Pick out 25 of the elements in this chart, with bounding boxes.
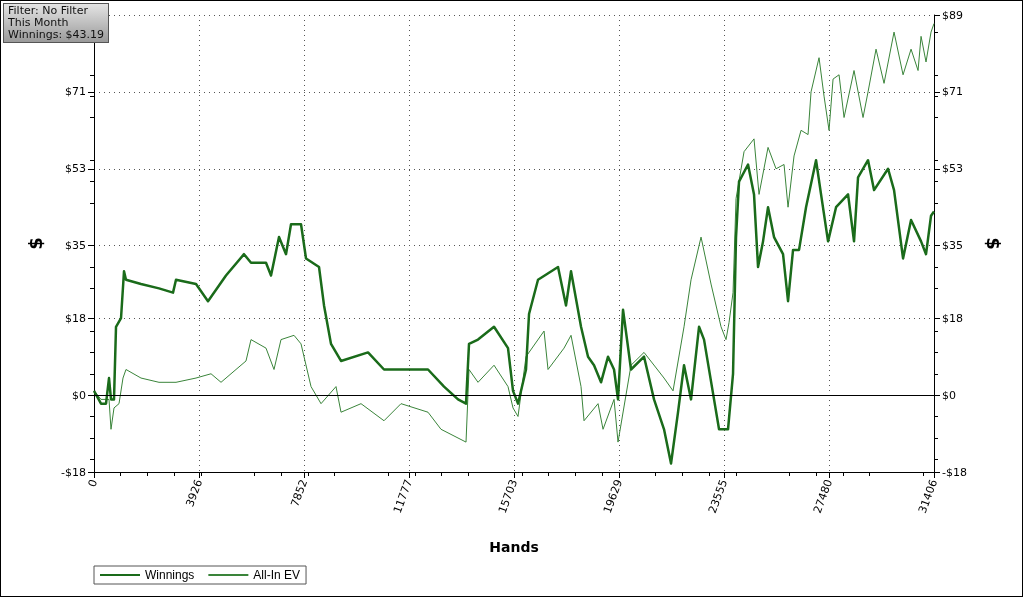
y-tick-label: $0 [72, 388, 86, 402]
y-tick-label: -$18 [61, 465, 86, 479]
y2-tick-label: $71 [942, 85, 963, 99]
y2-tick-label: $53 [942, 162, 963, 176]
x-tick-label: 3926 [183, 477, 206, 509]
x-tick-label: 7852 [288, 477, 311, 509]
y-tick-label: $18 [65, 311, 86, 325]
y2-tick-label: $18 [942, 311, 963, 325]
legend-label: Winnings [145, 568, 195, 582]
y2-tick-label: $89 [942, 8, 963, 22]
y2-tick-label: $0 [942, 388, 956, 402]
text: This Month [8, 16, 70, 29]
y2-tick-label: $35 [942, 239, 963, 253]
annotation: Winnings: $43.19 [8, 28, 105, 41]
y-axis-title: $ [24, 237, 46, 250]
x-tick-label: 0 [85, 477, 101, 489]
y-tick-label: $71 [65, 85, 86, 99]
legend-label: All-In EV [253, 568, 301, 582]
x-axis-title: Hands [489, 539, 539, 555]
y-tick-label: $53 [65, 162, 86, 176]
y2-tick-label: -$18 [942, 465, 967, 479]
x-tick-label: 11777 [390, 477, 416, 516]
text: Filter: No Filter [8, 4, 89, 17]
y2-axis-title: $ [982, 237, 1004, 250]
y-tick-label: $35 [65, 239, 86, 253]
